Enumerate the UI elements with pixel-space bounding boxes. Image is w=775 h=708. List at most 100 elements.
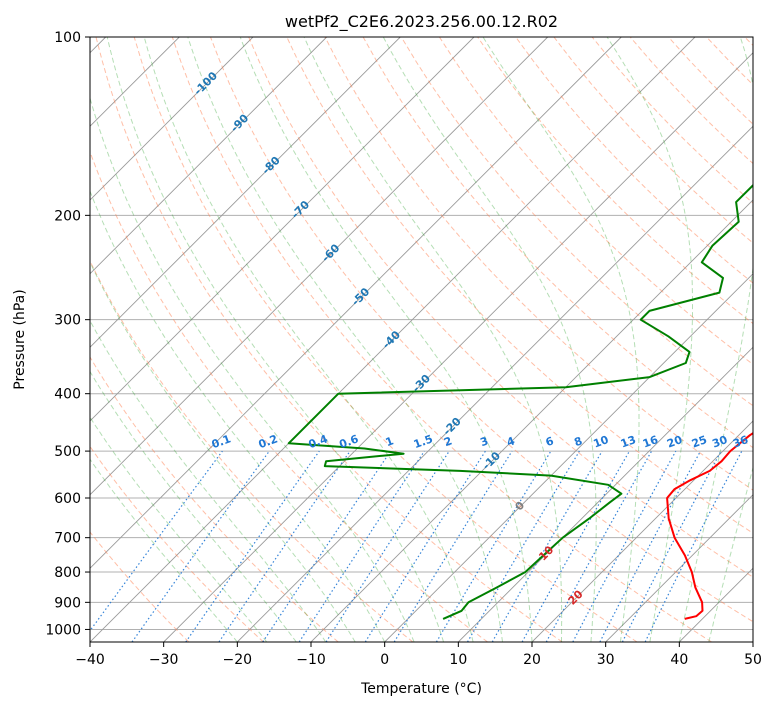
dry-adiabat	[90, 356, 339, 642]
isotherm-line	[384, 273, 753, 642]
moist-adiabat	[303, 37, 563, 642]
isotherm-label: -10	[480, 449, 503, 472]
dry-adiabat	[90, 150, 488, 642]
isotherm-label: -70	[289, 198, 312, 221]
mixing-ratio-label: 16	[641, 433, 660, 451]
dry-adiabat	[362, 37, 753, 449]
mixing-ratio-line	[325, 450, 450, 642]
mixing-ratio-line	[185, 450, 320, 642]
x-tick-label: −20	[223, 652, 253, 668]
moist-adiabat	[239, 37, 533, 642]
isotherm-line	[531, 420, 753, 642]
mixing-ratio-label: 13	[619, 433, 638, 450]
isotherm-line	[605, 494, 753, 642]
y-tick-label: 300	[54, 313, 81, 329]
y-axis-label: Pressure (hPa)	[12, 289, 28, 389]
x-tick-label: −40	[75, 652, 105, 668]
mixing-ratio-label: 0.1	[210, 432, 233, 451]
mixing-ratio-line	[545, 450, 653, 642]
moist-adiabat	[678, 37, 753, 642]
dry-adiabat	[515, 37, 753, 284]
mixing-ratio-line	[599, 450, 702, 642]
isotherm-line	[752, 641, 753, 642]
isotherm-line	[457, 346, 753, 642]
isotherm-line	[90, 37, 475, 422]
x-tick-label: 40	[670, 652, 688, 668]
mixing-ratio-label: 3	[478, 434, 490, 449]
mixing-ratio-line	[644, 450, 743, 642]
dry-adiabat	[324, 37, 753, 491]
mixing-ratio-line	[90, 450, 223, 632]
dry-adiabat	[133, 37, 638, 642]
dry-adiabat	[90, 259, 414, 642]
isotherm-line	[236, 125, 753, 642]
x-tick-label: 0	[380, 652, 389, 668]
isotherm-label: -90	[228, 111, 251, 134]
y-tick-label: 600	[54, 491, 81, 507]
mixing-ratio-line	[298, 450, 425, 642]
dry-adiabat	[438, 37, 753, 366]
isotherm-label: -40	[380, 328, 403, 351]
isotherm-line	[678, 567, 753, 642]
isotherm-line	[163, 52, 753, 642]
background-lines	[90, 37, 753, 642]
moist-adiabat	[187, 37, 503, 642]
moist-adiabat	[90, 416, 268, 642]
isotherm-line	[90, 37, 696, 642]
y-tick-label: 1000	[45, 622, 81, 638]
dry-adiabat	[95, 37, 563, 642]
moist-adiabat	[90, 189, 386, 642]
chart-title: wetPf2_C2E6.2023.256.00.12.R02	[285, 12, 558, 32]
mixing-ratio-label: 25	[690, 433, 709, 450]
dry-adiabat	[90, 445, 264, 642]
isotherm-line	[90, 37, 622, 569]
mixing-ratio-label: 0.6	[338, 432, 361, 451]
isotherm-label: -100	[191, 69, 220, 98]
dry-adiabat	[400, 37, 753, 407]
x-tick-label: −30	[149, 652, 179, 668]
x-tick-label: 20	[523, 652, 541, 668]
moist-adiabat	[106, 37, 445, 642]
moist-adiabat	[482, 37, 640, 642]
mixing-ratio-line	[262, 450, 392, 642]
mixing-ratio-label: 36	[731, 433, 750, 451]
y-tick-label: 100	[54, 30, 81, 46]
moist-adiabat	[90, 458, 238, 642]
y-axis: 100 200 300 400 500 600 700 800 900 1000	[45, 30, 90, 638]
mixing-ratio-label: 30	[710, 433, 729, 451]
plot-frame	[89, 36, 754, 643]
isotherm-line	[90, 37, 549, 496]
dry-adiabat	[210, 37, 753, 623]
x-axis: −40 −30 −20 −10 0 10 20 30 40 50	[75, 642, 762, 668]
isotherm-line	[90, 37, 328, 275]
mixing-ratio-label: 0.2	[257, 432, 280, 451]
mixing-ratio-label: 10	[592, 433, 611, 451]
temperature-profile	[666, 431, 753, 620]
profile-lines	[287, 183, 753, 620]
x-tick-label: −10	[296, 652, 326, 668]
mixing-ratio-label: 2	[442, 434, 454, 449]
mixing-ratio-line	[218, 450, 351, 642]
y-tick-label: 500	[54, 444, 81, 460]
mixing-ratio-label: 1	[384, 434, 396, 449]
moist-adiabat	[606, 37, 693, 642]
isotherm-label: -80	[260, 154, 283, 177]
y-tick-label: 700	[54, 531, 81, 547]
mixing-ratio-line	[572, 450, 677, 642]
mixing-ratio-line	[131, 450, 270, 642]
moist-adiabat	[382, 37, 597, 642]
isotherm-label: -60	[319, 241, 342, 264]
mixing-ratio-label: 20	[665, 433, 684, 451]
dry-adiabat	[706, 37, 753, 86]
isotherm-label: -20	[441, 415, 464, 438]
mixing-ratio-line	[393, 450, 513, 642]
y-tick-label: 800	[54, 565, 81, 581]
moist-adiabat	[708, 465, 753, 642]
x-tick-label: 10	[449, 652, 467, 668]
mixing-ratio-line	[466, 450, 580, 642]
moist-adiabat	[143, 37, 474, 642]
moist-adiabat	[90, 260, 356, 642]
isotherm-line	[90, 37, 254, 201]
isotherm-line	[90, 37, 401, 348]
